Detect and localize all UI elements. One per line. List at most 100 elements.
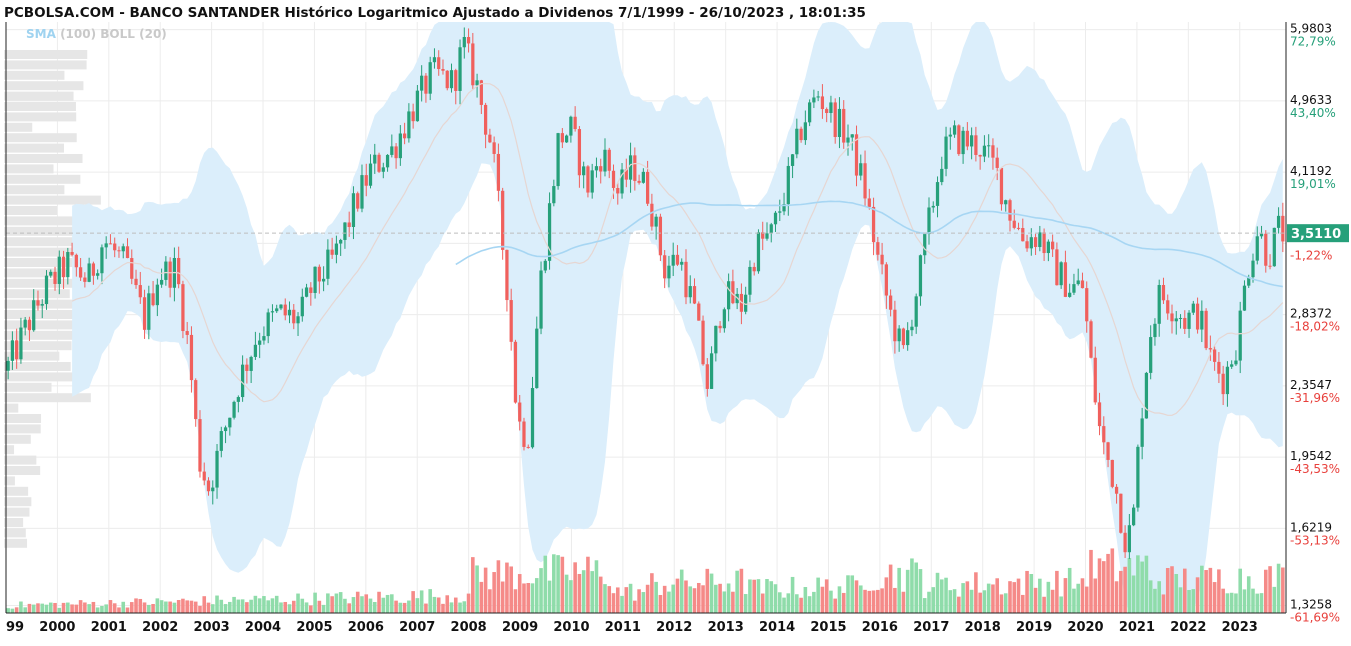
- volume-bar: [415, 598, 420, 613]
- volume-bar: [982, 590, 987, 613]
- candle-body: [27, 319, 32, 331]
- volume-bar: [19, 601, 23, 613]
- profile-bar: [4, 341, 72, 351]
- candle-body: [304, 287, 309, 297]
- candle-body: [586, 166, 590, 193]
- profile-bar: [4, 538, 28, 548]
- volume-bar: [1217, 569, 1221, 613]
- candle-body: [863, 163, 867, 199]
- candle-body: [87, 263, 91, 282]
- x-tick-label: 2016: [862, 620, 898, 635]
- candle-body: [850, 134, 854, 138]
- volume-bar: [1123, 566, 1127, 613]
- volume-bar: [31, 604, 36, 613]
- volume-bar: [645, 584, 650, 613]
- profile-bar: [4, 320, 103, 330]
- candle-body: [1255, 236, 1259, 261]
- x-tick-label: 2021: [1119, 620, 1155, 635]
- volume-bar: [10, 608, 15, 613]
- candle-body: [458, 47, 462, 91]
- volume-bar: [334, 593, 339, 613]
- volume-bar: [6, 608, 10, 613]
- volume-bar: [735, 570, 739, 613]
- candle-body: [684, 261, 688, 298]
- volume-bar: [287, 604, 292, 613]
- candle-body: [1038, 232, 1042, 248]
- axes: 99 2000 2001 2002 2003 2004 2005 2006 2007 2008 20…: [5, 22, 1349, 635]
- x-tick-label: 99: [6, 620, 24, 635]
- volume-bar: [70, 604, 74, 613]
- volume-bar: [326, 593, 330, 613]
- volume-bar: [257, 598, 262, 613]
- volume-bar: [760, 593, 765, 613]
- volume-bar: [833, 598, 837, 613]
- candle-body: [1114, 486, 1119, 494]
- volume-bar: [441, 603, 445, 613]
- candle-body: [837, 108, 842, 137]
- sma-label[interactable]: SMA: [26, 27, 56, 41]
- boll-label[interactable]: BOLL: [100, 27, 135, 41]
- last-price-badge: [1287, 224, 1349, 243]
- candle-body: [893, 309, 897, 342]
- candle-body: [1089, 321, 1093, 358]
- volume-bar: [884, 577, 889, 613]
- volume-bar: [603, 584, 607, 613]
- volume-bar: [513, 589, 518, 613]
- candle-body: [671, 254, 675, 266]
- candle-body: [262, 336, 266, 341]
- candle-body: [978, 154, 982, 157]
- profile-bar: [4, 247, 101, 257]
- candle-body: [454, 70, 458, 91]
- volume-bar: [1038, 578, 1042, 613]
- volume-bar: [633, 600, 637, 613]
- volume-bar: [888, 564, 893, 613]
- volume-bar: [1110, 548, 1115, 613]
- volume-bar: [1012, 582, 1017, 613]
- volume-bar: [957, 596, 961, 613]
- candle-body: [807, 102, 812, 123]
- volume-bar: [841, 592, 846, 613]
- candle-body: [786, 165, 790, 205]
- candle-body: [931, 205, 935, 208]
- volume-bar: [347, 603, 351, 613]
- volume-bar: [112, 603, 117, 613]
- candle-body: [168, 261, 172, 288]
- volume-bar: [939, 579, 944, 613]
- candle-body: [1170, 313, 1174, 322]
- indicator-legend: SMA (100) BOLL (20): [26, 27, 167, 41]
- candle-body: [995, 157, 999, 168]
- candle-body: [223, 427, 228, 432]
- candle-body: [1106, 442, 1110, 460]
- volume-bar: [279, 602, 283, 613]
- volume-bar: [300, 598, 305, 613]
- volume-bar: [564, 574, 569, 613]
- candle-body: [381, 167, 385, 172]
- volume-bar: [795, 594, 799, 613]
- volume-bar: [637, 589, 641, 613]
- volume-bar: [1208, 567, 1213, 613]
- candle-body: [650, 203, 654, 227]
- volume-bar: [407, 600, 411, 613]
- volume-bar: [466, 593, 471, 613]
- candle-body: [889, 295, 893, 310]
- volume-bar: [1131, 575, 1136, 613]
- volume-bar: [786, 593, 791, 613]
- bollinger-band-area: [72, 22, 1283, 613]
- candle-body: [1102, 426, 1106, 443]
- profile-bar: [4, 403, 19, 413]
- candle-body: [78, 267, 83, 278]
- candle-body: [53, 271, 57, 284]
- candle-body: [1132, 507, 1136, 526]
- profile-bar: [4, 143, 64, 153]
- y-tick-label: 1,9542: [1290, 449, 1332, 463]
- y-tick-label: 2,8372: [1290, 307, 1332, 321]
- volume-bar: [1229, 592, 1234, 613]
- profile-bar: [4, 486, 29, 496]
- x-tick-label: 2010: [553, 620, 589, 635]
- volume-bar: [172, 602, 177, 613]
- volume-bar: [1161, 594, 1166, 613]
- y-pct-label: -53,13%: [1290, 533, 1340, 547]
- volume-bar: [181, 598, 185, 613]
